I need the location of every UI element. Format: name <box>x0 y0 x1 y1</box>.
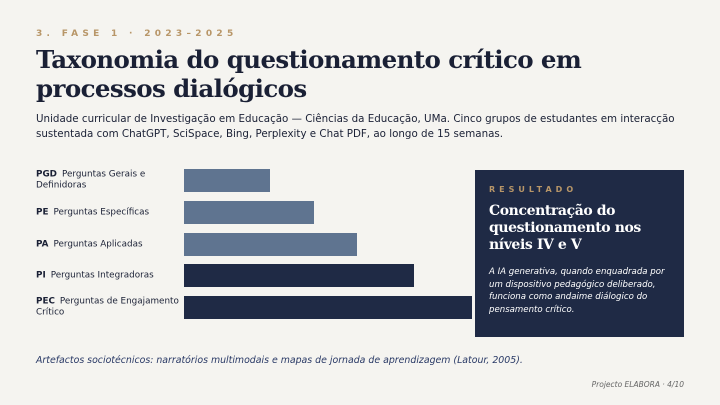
result-panel: RESULTADO Concentração do questionamento… <box>475 170 684 337</box>
section-kicker: 3. FASE 1 · 2023–2025 <box>36 29 238 39</box>
category-name: Perguntas de Engajamento Crítico <box>36 296 179 318</box>
chart-row: PGD Perguntas Gerais e Definidoras <box>36 169 496 192</box>
bar-pe <box>184 201 314 224</box>
category-code: PEC <box>36 296 55 306</box>
category-name: Perguntas Aplicadas <box>53 238 143 249</box>
category-name: Perguntas Específicas <box>53 206 150 217</box>
chart-row: PA Perguntas Aplicadas <box>36 233 496 256</box>
slide-subtitle: Unidade curricular de Investigação em Ed… <box>36 113 675 140</box>
chart-row: PE Perguntas Específicas <box>36 201 496 224</box>
category-code: PI <box>36 269 46 280</box>
category-label: PGD Perguntas Gerais e Definidoras <box>36 169 182 192</box>
category-label: PI Perguntas Integradoras <box>36 270 182 282</box>
category-code: PGD <box>36 169 57 179</box>
category-name: Perguntas Gerais e Definidoras <box>36 169 146 191</box>
category-label: PA Perguntas Aplicadas <box>36 239 182 251</box>
category-label: PEC Perguntas de Engajamento Crítico <box>36 296 182 319</box>
category-code: PA <box>36 238 49 249</box>
panel-text: A IA generativa, quando enquadrada por u… <box>489 267 665 315</box>
footer: Projecto ELABORA · 4/10 <box>591 380 684 389</box>
panel-tag: RESULTADO <box>489 185 578 194</box>
category-code: PE <box>36 206 49 217</box>
panel-heading: Concentração do questionamento nos nívei… <box>489 203 641 253</box>
chart-row: PI Perguntas Integradoras <box>36 264 496 287</box>
bar-pec <box>184 296 472 319</box>
bar-pa <box>184 233 357 256</box>
category-name: Perguntas Integradoras <box>50 269 154 280</box>
caption: Artefactos sociotécnicos: narratórios mu… <box>36 355 523 366</box>
bar-pgd <box>184 169 271 192</box>
category-label: PE Perguntas Específicas <box>36 207 182 219</box>
chart-row: PEC Perguntas de Engajamento Crítico <box>36 296 496 319</box>
slide-title: Taxonomia do questionamento crítico em p… <box>36 45 582 103</box>
bar-pi <box>184 264 415 287</box>
